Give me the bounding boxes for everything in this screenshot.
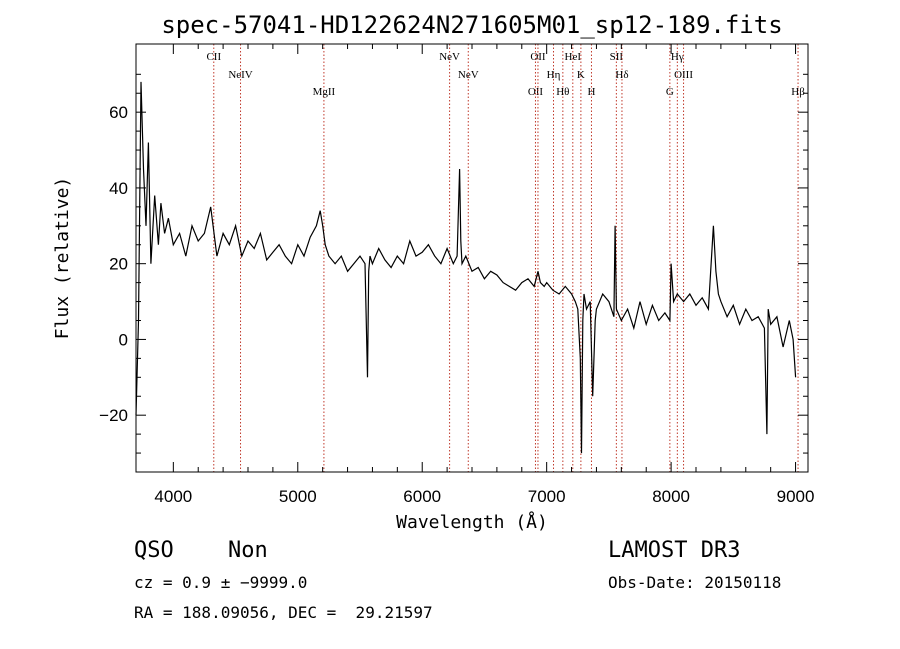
emission-line-label: OII: [530, 51, 546, 63]
object-subclass: Non: [228, 538, 268, 563]
emission-line-label: K: [577, 69, 585, 81]
redshift-cz: cz = 0.9 ± −9999.0: [134, 573, 308, 592]
emission-line-label: Hγ: [671, 51, 684, 63]
x-tick-label: 8000: [652, 487, 690, 506]
obs-date: Obs-Date: 20150118: [608, 573, 782, 592]
emission-line-label: NeIV: [228, 69, 252, 81]
emission-line-label: OII: [528, 86, 544, 98]
spectrum-series: [135, 81, 797, 454]
x-tick-label: 6000: [403, 487, 441, 506]
emission-line-label: Hβ: [791, 86, 805, 98]
emission-line-label: HeI: [565, 51, 582, 63]
object-class: QSO: [134, 538, 174, 563]
plot-frame: [135, 43, 809, 473]
coordinates: RA = 188.09056, DEC = 29.21597: [134, 603, 433, 622]
emission-line-label: MgII: [313, 86, 336, 98]
x-tick-label: 4000: [154, 487, 192, 506]
y-tick-label: 0: [119, 330, 128, 349]
emission-line-label: Hη: [547, 69, 561, 81]
y-axis-label: Flux (relative): [52, 177, 73, 340]
emission-line-label: Hδ: [615, 69, 628, 81]
x-tick-label: 7000: [528, 487, 566, 506]
emission-line-label: H: [587, 86, 595, 98]
emission-line-label: Hθ: [556, 86, 569, 98]
y-tick-label: 40: [109, 179, 128, 198]
emission-line-label: OIII: [674, 69, 693, 81]
y-tick-label: 60: [109, 103, 128, 122]
emission-line-label: CII: [206, 51, 221, 63]
emission-line-label: G: [666, 86, 674, 98]
emission-line-label: NeV: [458, 69, 479, 81]
emission-line-label: NeV: [439, 51, 460, 63]
emission-line-label: SII: [610, 51, 624, 63]
x-tick-label: 9000: [777, 487, 815, 506]
series-line: [135, 81, 797, 454]
y-tick-label: −20: [99, 406, 128, 425]
y-tick-label: 20: [109, 255, 128, 274]
x-axis-label: Wavelength (Å): [396, 511, 548, 533]
x-tick-label: 5000: [279, 487, 317, 506]
survey-name: LAMOST DR3: [608, 538, 741, 563]
chart-title: spec-57041-HD122624N271605M01_sp12-189.f…: [161, 11, 782, 39]
axis-ticks: 4000 5000 6000 7000 8000 9000 −20 0 20 40 60: [99, 44, 814, 506]
